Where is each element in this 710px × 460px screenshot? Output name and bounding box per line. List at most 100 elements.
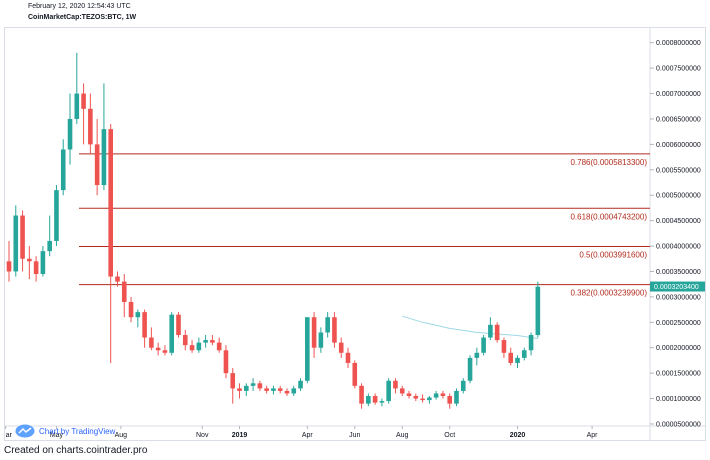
candle-body bbox=[393, 380, 398, 389]
candle bbox=[521, 347, 527, 361]
price-tick-label: 0.0005000000 bbox=[656, 193, 701, 200]
candle-body bbox=[427, 397, 432, 401]
candle bbox=[298, 378, 303, 391]
candle-body bbox=[54, 190, 59, 241]
candle bbox=[427, 396, 432, 404]
fib-level-label: 0.786(0.0005813300) bbox=[570, 158, 647, 167]
candle bbox=[420, 394, 425, 403]
candle-body bbox=[440, 393, 446, 397]
candle-body bbox=[67, 118, 73, 150]
candle bbox=[433, 390, 439, 400]
candle-body bbox=[454, 390, 459, 404]
candle bbox=[108, 124, 113, 363]
candle-body bbox=[135, 312, 141, 318]
price-tick-label: 0.0003000000 bbox=[656, 294, 701, 301]
candle bbox=[528, 332, 534, 356]
candle-body bbox=[488, 324, 493, 338]
candle-body bbox=[379, 401, 385, 403]
candle bbox=[379, 398, 385, 407]
candle-body bbox=[257, 383, 263, 389]
tradingview-badge[interactable]: Chart by TradingView bbox=[15, 424, 115, 438]
candle bbox=[155, 342, 161, 356]
candle-body bbox=[237, 388, 242, 391]
candlestick-chart[interactable]: 0.0000500000 0.0001000000 0.0001500000 0.00… bbox=[5, 28, 705, 440]
candle-body bbox=[433, 393, 439, 398]
candle bbox=[325, 312, 330, 338]
candle-body bbox=[142, 312, 147, 338]
candle-body bbox=[413, 396, 419, 399]
candle bbox=[60, 139, 66, 196]
moving-average-line bbox=[402, 315, 538, 340]
candle-body bbox=[6, 261, 12, 272]
time-tick-label: 2019 bbox=[232, 432, 248, 439]
candle bbox=[386, 378, 391, 404]
candle bbox=[460, 378, 466, 394]
candle-body bbox=[94, 144, 100, 186]
candle bbox=[359, 383, 364, 409]
candle-body bbox=[447, 396, 452, 404]
candle bbox=[189, 340, 195, 353]
candle bbox=[264, 385, 269, 394]
candle-body bbox=[230, 373, 236, 389]
candle-body bbox=[298, 380, 303, 389]
candle-body bbox=[501, 340, 507, 353]
candle-body bbox=[528, 335, 534, 351]
chart-timestamp: February 12, 2020 12:54:43 UTC bbox=[28, 3, 131, 10]
price-tick-label: 0.0006500000 bbox=[656, 116, 701, 123]
candle bbox=[135, 309, 141, 328]
candle-body bbox=[474, 352, 480, 358]
candle bbox=[176, 312, 181, 338]
price-tick-label: 0.0002500000 bbox=[656, 320, 701, 327]
candle bbox=[291, 385, 297, 397]
candle-body bbox=[27, 258, 32, 262]
candle bbox=[230, 368, 236, 404]
price-tick-label: 0.0000500000 bbox=[656, 421, 701, 428]
candle bbox=[149, 327, 154, 351]
candle bbox=[81, 83, 86, 145]
fib-level-label: 0.618(0.0004743200) bbox=[570, 212, 647, 221]
tradingview-cloud-icon bbox=[15, 424, 35, 438]
candle-body bbox=[508, 352, 514, 363]
chart-area[interactable]: 0.0000500000 0.0001000000 0.0001500000 0.00… bbox=[4, 27, 706, 441]
candle-body bbox=[20, 215, 25, 259]
candle-body bbox=[535, 286, 541, 336]
candle bbox=[244, 383, 249, 397]
time-tick-label: ar bbox=[6, 432, 13, 439]
last-price-tag bbox=[650, 281, 705, 292]
candle-body bbox=[40, 251, 46, 275]
candle bbox=[406, 390, 412, 399]
candle-body bbox=[284, 390, 290, 394]
candle-body bbox=[13, 215, 19, 272]
tradingview-badge-label: Chart by TradingView bbox=[39, 426, 116, 436]
candle-body bbox=[203, 340, 208, 343]
candle bbox=[494, 322, 500, 343]
candle bbox=[20, 210, 25, 272]
candle-body bbox=[515, 357, 520, 363]
fib-level-label: 0.382(0.0003239900) bbox=[570, 289, 647, 298]
candle bbox=[393, 378, 398, 394]
candle-body bbox=[81, 93, 86, 109]
candle-body bbox=[189, 345, 195, 351]
candle-body bbox=[521, 350, 527, 358]
candle-body bbox=[250, 383, 256, 386]
candle bbox=[447, 393, 452, 409]
candle-body bbox=[264, 388, 269, 391]
candle-body bbox=[332, 317, 337, 343]
candle bbox=[338, 337, 344, 358]
chart-symbol: CoinMarketCap:TEZOS:BTC, 1W bbox=[28, 14, 137, 21]
candle-body bbox=[128, 301, 134, 318]
candle bbox=[481, 335, 486, 356]
candle-body bbox=[223, 350, 229, 374]
candle bbox=[182, 329, 188, 351]
candle bbox=[210, 335, 215, 346]
candle bbox=[54, 185, 59, 247]
candle bbox=[454, 388, 459, 407]
candle-body bbox=[406, 393, 412, 397]
candle-body bbox=[210, 340, 215, 343]
candle bbox=[318, 327, 324, 353]
candle bbox=[508, 347, 514, 366]
candle bbox=[223, 345, 229, 379]
candle-body bbox=[460, 380, 466, 391]
candle bbox=[6, 240, 12, 282]
candle-body bbox=[88, 108, 93, 145]
